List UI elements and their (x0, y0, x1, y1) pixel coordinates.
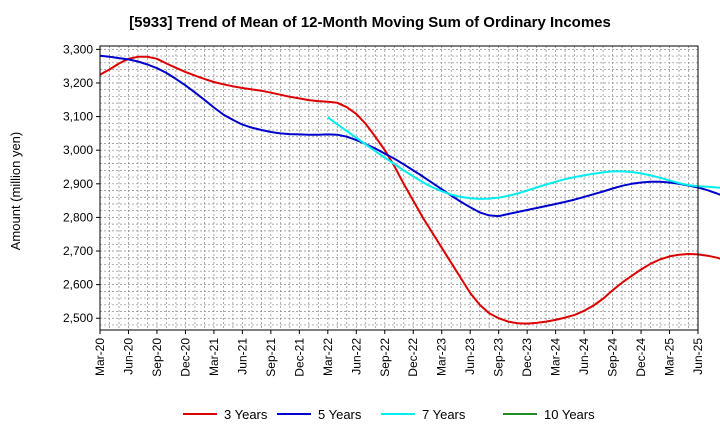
y-tick-label: 2,700 (63, 244, 93, 258)
x-tick-label: Dec-24 (634, 338, 648, 377)
x-tick-label: Mar-20 (93, 338, 107, 376)
x-tick-label: Sep-20 (150, 338, 164, 377)
x-tick-label: Sep-23 (492, 338, 506, 377)
x-tick-label: Mar-24 (549, 338, 563, 376)
series-lines (99, 54, 720, 325)
x-tick-label: Mar-25 (663, 338, 677, 376)
x-tick-label: Mar-23 (435, 338, 449, 376)
x-tick-label: Mar-22 (321, 338, 335, 376)
plot-area-frame (99, 45, 699, 331)
legend-label-10-years: 10 Years (544, 407, 595, 422)
y-tick-label: 2,900 (63, 177, 93, 191)
chart-title: [5933] Trend of Mean of 12-Month Moving … (129, 14, 611, 31)
y-tick-label: 3,000 (63, 143, 93, 157)
x-tick-label: Jun-20 (121, 338, 135, 375)
y-tick-label: 2,500 (63, 311, 93, 325)
series-line-5-years (99, 54, 720, 218)
x-tick-label: Jun-22 (349, 338, 363, 375)
legend-label-3-years: 3 Years (224, 407, 268, 422)
series-line-3-years (99, 55, 720, 325)
x-tick-label: Jun-21 (235, 338, 249, 375)
x-tick-label: Mar-21 (207, 338, 221, 376)
x-tick-label: Jun-23 (463, 338, 477, 375)
legend-label-5-years: 5 Years (318, 407, 362, 422)
x-tick-label: Sep-24 (606, 338, 620, 377)
y-tick-label: 3,200 (63, 76, 93, 90)
x-tick-label: Dec-22 (406, 338, 420, 377)
x-tick-label: Jun-25 (691, 338, 705, 375)
legend: 3 Years 5 Years 7 Years 10 Years (183, 407, 595, 422)
y-axis-ticks: 2,500 2,600 2,700 2,800 2,900 3,000 3,100 3,200… (63, 42, 100, 325)
x-tick-label: Dec-23 (520, 338, 534, 377)
x-tick-label: Jun-24 (577, 338, 591, 375)
x-tick-label: Sep-21 (264, 338, 278, 377)
y-tick-label: 2,600 (63, 278, 93, 292)
x-tick-label: Dec-20 (178, 338, 192, 377)
y-tick-label: 3,100 (63, 110, 93, 124)
series-line-7-years (327, 116, 720, 200)
y-axis-label: Amount (million yen) (8, 132, 23, 251)
y-tick-label: 3,300 (63, 42, 93, 56)
y-tick-label: 2,800 (63, 210, 93, 224)
x-axis-ticks: Mar-20 Jun-20 Sep-20 Dec-20 Mar-21 Jun-21 Sep-… (93, 330, 705, 377)
legend-label-7-years: 7 Years (422, 407, 466, 422)
x-tick-label: Dec-21 (292, 338, 306, 377)
x-tick-label: Sep-22 (378, 338, 392, 377)
